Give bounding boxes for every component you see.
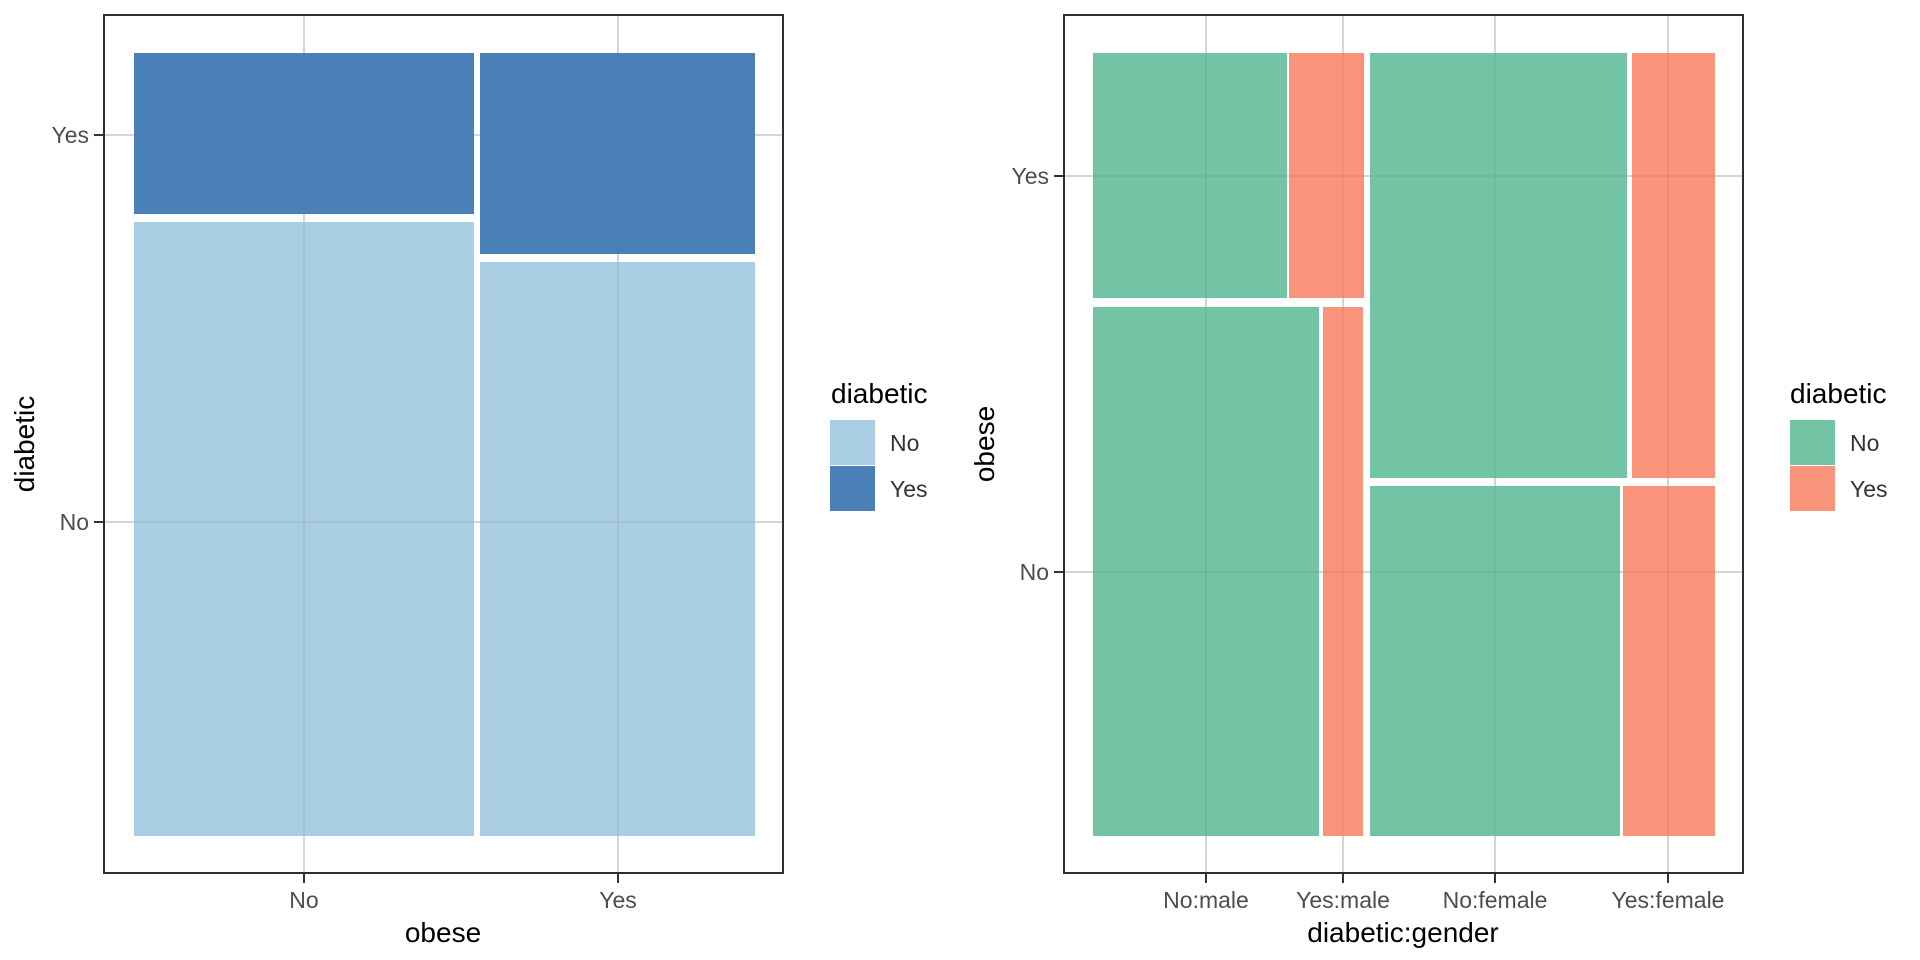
mosaic-cell xyxy=(134,222,474,836)
x-tick-label: No xyxy=(289,887,319,913)
gridline-overlay-h xyxy=(1063,175,1744,177)
legend-swatch xyxy=(830,420,875,465)
gridline-overlay-v xyxy=(1494,14,1496,874)
legend-title: diabetic xyxy=(1790,378,1887,409)
legend-title: diabetic xyxy=(831,378,928,409)
mosaic-cell xyxy=(1370,53,1627,478)
mosaic-cell xyxy=(134,53,474,214)
y-tick-label: Yes xyxy=(51,122,89,148)
mosaic-cell xyxy=(1323,307,1363,836)
gridline-overlay-v xyxy=(1205,14,1207,874)
y-tick-label: No xyxy=(59,509,89,535)
y-tick-label: Yes xyxy=(1011,163,1049,189)
gridline-overlay-h xyxy=(103,521,784,523)
mosaic-cell xyxy=(1632,53,1715,478)
y-tick-mark xyxy=(94,134,103,136)
mosaic-cell xyxy=(1623,486,1715,836)
gridline-overlay-h xyxy=(103,134,784,136)
x-tick-label: Yes:male xyxy=(1296,887,1390,913)
x-axis-title: obese xyxy=(404,917,482,948)
legend-swatch xyxy=(830,466,875,511)
mosaic-cell xyxy=(1093,307,1319,836)
plot-panel-border xyxy=(1063,14,1744,874)
mosaic-cell xyxy=(1289,53,1364,298)
y-tick-mark xyxy=(1054,571,1063,573)
gridline-overlay-v xyxy=(617,14,619,874)
mosaic-cell xyxy=(1093,53,1287,298)
gridline-overlay-h xyxy=(1063,571,1744,573)
x-tick-mark xyxy=(1494,874,1496,883)
y-tick-label: No xyxy=(1019,559,1049,585)
x-tick-mark xyxy=(1205,874,1207,883)
legend-swatch xyxy=(1790,420,1835,465)
gridline-overlay-v xyxy=(303,14,305,874)
mosaic-cell xyxy=(1370,486,1620,836)
legend-label: Yes xyxy=(890,475,928,502)
x-axis-title: diabetic:gender xyxy=(1307,917,1499,948)
legend-label: No xyxy=(1850,429,1880,456)
legend-label: Yes xyxy=(1850,475,1888,502)
legend-label: No xyxy=(890,429,920,456)
x-tick-label: Yes xyxy=(599,887,637,913)
mosaic-cell xyxy=(480,53,755,254)
gridline-overlay-v xyxy=(1667,14,1669,874)
plot-panel-border xyxy=(103,14,784,874)
gridline-overlay-v xyxy=(1342,14,1344,874)
x-tick-mark xyxy=(303,874,305,883)
x-tick-mark xyxy=(617,874,619,883)
x-tick-mark xyxy=(1667,874,1669,883)
mosaic-cell xyxy=(480,262,755,836)
legend-swatch xyxy=(1790,466,1835,511)
x-tick-label: No:female xyxy=(1442,887,1548,913)
x-tick-label: Yes:female xyxy=(1611,887,1725,913)
x-tick-label: No:male xyxy=(1163,887,1249,913)
y-tick-mark xyxy=(1054,175,1063,177)
y-axis-title: obese xyxy=(969,405,1000,483)
y-tick-mark xyxy=(94,521,103,523)
x-tick-mark xyxy=(1342,874,1344,883)
